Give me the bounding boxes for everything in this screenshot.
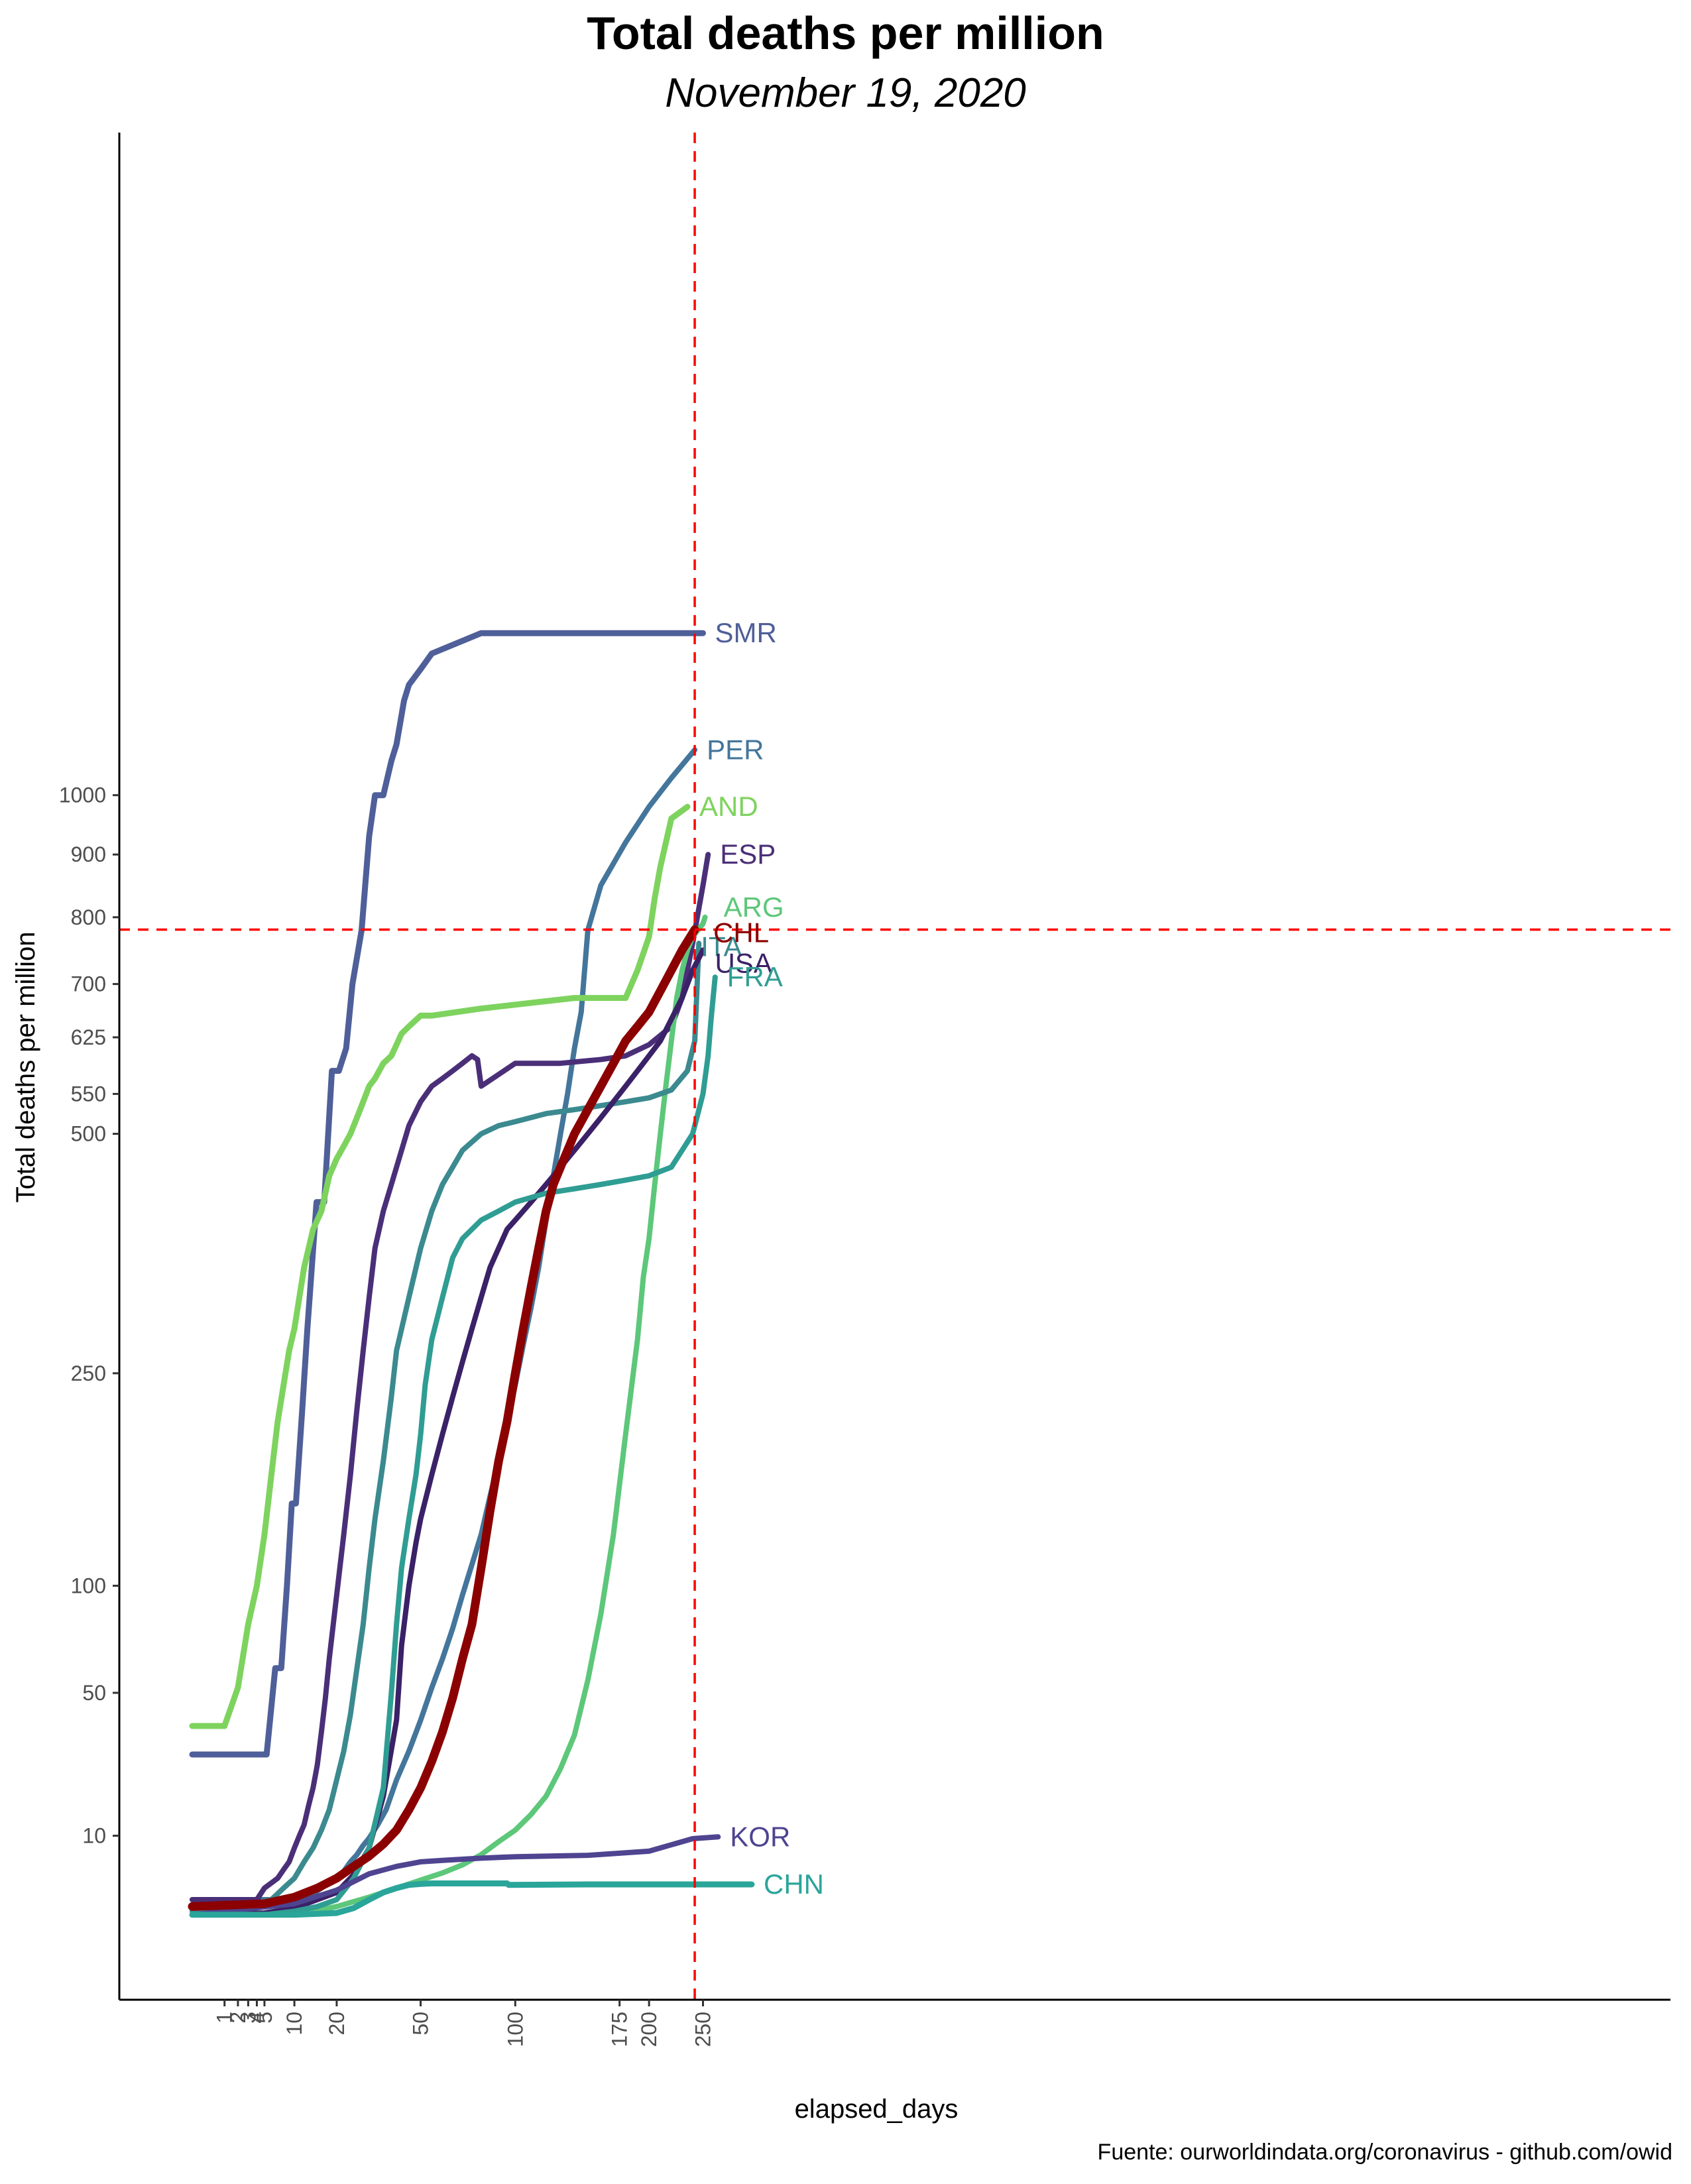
y-tick-label: 10 (82, 1824, 106, 1848)
x-tick-label: 1 (213, 2012, 237, 2024)
series-line-chl (188, 925, 699, 1911)
y-tick-label: 625 (71, 1025, 106, 1049)
chart-subtitle: November 19, 2020 (665, 70, 1026, 116)
series-lines (188, 630, 755, 1918)
x-tick-label: 250 (691, 2012, 715, 2047)
y-tick-label: 550 (71, 1082, 106, 1106)
y-axis-title: Total deaths per million (11, 931, 40, 1202)
x-tick-label: 175 (608, 2012, 632, 2047)
x-tick-label: 50 (409, 2012, 433, 2036)
reference-lines (119, 133, 1670, 2000)
x-tick-label: 2 (226, 2012, 250, 2024)
y-tick-label: 250 (71, 1361, 106, 1385)
series-label-esp: ESP (720, 838, 776, 870)
x-axis-title: elapsed_days (795, 2095, 959, 2124)
chart-caption: Fuente: ourworldindata.org/coronavirus -… (1097, 2140, 1672, 2165)
y-tick-label: 900 (71, 842, 106, 866)
y-ticks: 10 50 100 250 500 550 625 700 800 900 1000 (59, 783, 119, 1848)
x-tick-label: 20 (325, 2012, 349, 2036)
series-label-ita: ITA (701, 931, 742, 962)
x-tick-label: 5 (253, 2012, 276, 2024)
axes (118, 133, 1670, 2001)
y-tick-label: 50 (82, 1681, 106, 1705)
series-label-kor: KOR (730, 1821, 790, 1852)
series-label-per: PER (707, 734, 764, 765)
y-tick-label: 800 (71, 905, 106, 929)
series-line-esp (190, 852, 711, 1902)
y-tick-label: 500 (71, 1122, 106, 1146)
y-tick-label: 1000 (59, 783, 106, 807)
series-label-chl: CHL (713, 917, 769, 948)
series-line-chn (189, 1880, 755, 1918)
x-tick-label: 200 (637, 2012, 661, 2047)
series-line-ita (190, 941, 702, 1914)
x-tick-label: 10 (282, 2012, 306, 2036)
series-line-and (189, 803, 691, 1729)
chart-title: Total deaths per million (587, 7, 1104, 59)
series-label-arg: ARG (724, 891, 784, 923)
series-label-usa: USA (715, 947, 772, 978)
series-line-fra (190, 974, 718, 1918)
series-label-and: AND (699, 791, 758, 822)
x-tick-label: 100 (503, 2012, 527, 2047)
series-label-smr: SMR (715, 617, 777, 648)
series-label-chn: CHN (764, 1868, 824, 1900)
y-tick-label: 100 (71, 1574, 106, 1597)
series-label-fra: FRA (727, 961, 783, 992)
series-line-smr (189, 630, 706, 1758)
y-tick-label: 700 (71, 972, 106, 996)
x-tick-label: 4 (245, 2012, 269, 2024)
series-line-kor (190, 1834, 721, 1918)
x-tick-label: 3 (236, 2012, 260, 2024)
series-line-arg (190, 914, 708, 1918)
